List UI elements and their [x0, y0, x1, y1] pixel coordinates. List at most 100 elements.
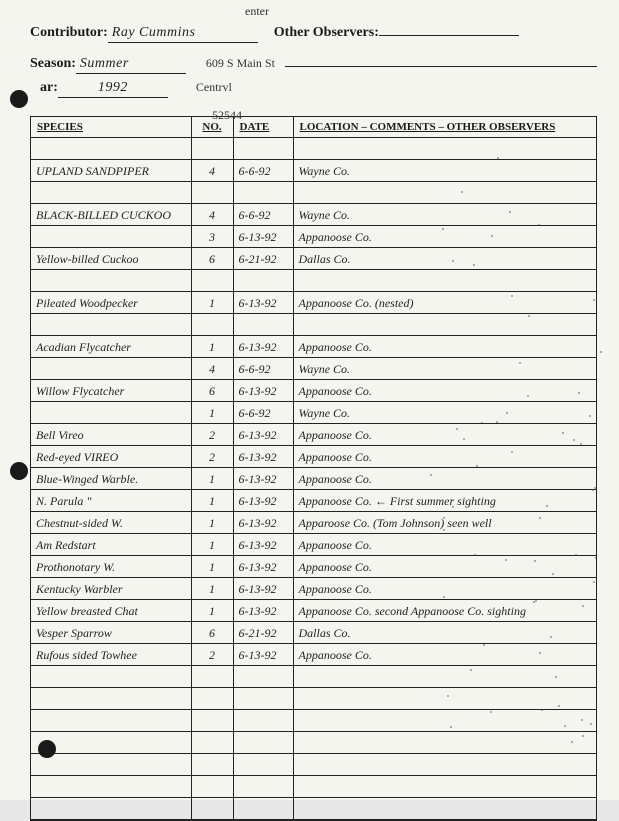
season-label: Season:: [30, 56, 76, 72]
cell-species: BLACK-BILLED CUCKOO: [31, 204, 191, 226]
cell-species: [31, 358, 191, 380]
th-location: LOCATION – COMMENTS – OTHER OBSERVERS: [293, 117, 596, 138]
table-row: Am Redstart16-13-92Appanoose Co.: [31, 534, 596, 556]
cell-date: 6-13-92: [233, 578, 293, 600]
cell-species: Yellow breasted Chat: [31, 600, 191, 622]
table-row: [31, 666, 596, 688]
cell-no: 6: [191, 248, 233, 270]
cell-no: 6: [191, 380, 233, 402]
cell-species: Prothonotary W.: [31, 556, 191, 578]
cell-loc: Dallas Co.: [293, 248, 596, 270]
table-header-row: SPECIES NO. DATE LOCATION – COMMENTS – O…: [31, 117, 596, 138]
cell-loc: [293, 666, 596, 688]
cell-loc: Wayne Co.: [293, 402, 596, 424]
noise-speckle: [600, 351, 602, 353]
table-row: [31, 314, 596, 336]
cell-no: 1: [191, 600, 233, 622]
cell-loc: Appanoose Co.: [293, 380, 596, 402]
cell-no: [191, 754, 233, 776]
cell-date: 6-13-92: [233, 512, 293, 534]
cell-no: 4: [191, 358, 233, 380]
cell-no: [191, 710, 233, 732]
cell-date: [233, 798, 293, 820]
other-observers-value: [379, 18, 519, 36]
annot-addr: 609 S Main St: [206, 56, 275, 71]
table-row: 16-6-92Wayne Co.: [31, 402, 596, 424]
cell-date: [233, 776, 293, 798]
punch-hole: [10, 462, 28, 480]
cell-species: Blue-Winged Warble.: [31, 468, 191, 490]
header-row-season: Season: Summer 609 S Main St: [30, 49, 597, 74]
cell-species: [31, 754, 191, 776]
cell-date: 6-21-92: [233, 248, 293, 270]
cell-no: [191, 138, 233, 160]
year-label: ar:: [40, 80, 58, 96]
cell-date: 6-13-92: [233, 336, 293, 358]
table-row: Chestnut-sided W.16-13-92Apparoose Co. (…: [31, 512, 596, 534]
table-row: [31, 710, 596, 732]
cell-no: 6: [191, 622, 233, 644]
cell-date: 6-13-92: [233, 380, 293, 402]
cell-loc: Appanoose Co.: [293, 534, 596, 556]
cell-date: [233, 270, 293, 292]
cell-no: [191, 798, 233, 820]
cell-loc: [293, 754, 596, 776]
table-row: [31, 270, 596, 292]
table-row: Yellow-billed Cuckoo66-21-92Dallas Co.: [31, 248, 596, 270]
cell-loc: Appanoose Co.: [293, 226, 596, 248]
cell-species: [31, 138, 191, 160]
cell-species: Chestnut-sided W.: [31, 512, 191, 534]
cell-loc: Appanoose Co.: [293, 336, 596, 358]
cell-date: 6-13-92: [233, 424, 293, 446]
cell-loc: [293, 732, 596, 754]
table-row: 36-13-92Appanoose Co.: [31, 226, 596, 248]
cell-species: Kentucky Warbler: [31, 578, 191, 600]
header-row-contributor: Contributor: Ray Cummins Other Observers…: [30, 18, 597, 43]
cell-no: [191, 688, 233, 710]
noise-speckle: [571, 741, 573, 743]
table-row: Rufous sided Towhee26-13-92Appanoose Co.: [31, 644, 596, 666]
cell-species: [31, 798, 191, 820]
cell-no: 1: [191, 556, 233, 578]
cell-no: [191, 182, 233, 204]
noise-speckle: [443, 529, 445, 531]
cell-no: [191, 314, 233, 336]
th-date: DATE: [233, 117, 293, 138]
cell-date: [233, 666, 293, 688]
noise-speckle: [555, 676, 557, 678]
noise-speckle: [447, 695, 449, 697]
table-row: [31, 776, 596, 798]
cell-no: 4: [191, 204, 233, 226]
table-row: BLACK-BILLED CUCKOO46-6-92Wayne Co.: [31, 204, 596, 226]
cell-loc: Appanoose Co.: [293, 556, 596, 578]
cell-species: Rufous sided Towhee: [31, 644, 191, 666]
cell-date: [233, 710, 293, 732]
noise-speckle: [506, 412, 508, 414]
th-species: SPECIES: [31, 117, 191, 138]
cell-no: 1: [191, 336, 233, 358]
cell-species: Bell Vireo: [31, 424, 191, 446]
noise-speckle: [582, 605, 584, 607]
cell-no: 2: [191, 424, 233, 446]
table-row: Bell Vireo26-13-92Appanoose Co.: [31, 424, 596, 446]
cell-date: 6-6-92: [233, 358, 293, 380]
table-row: UPLAND SANDPIPER46-6-92Wayne Co.: [31, 160, 596, 182]
table-row: [31, 732, 596, 754]
cell-species: [31, 402, 191, 424]
noise-speckle: [490, 711, 492, 713]
cell-date: 6-13-92: [233, 534, 293, 556]
cell-date: 6-13-92: [233, 468, 293, 490]
cell-date: [233, 688, 293, 710]
cell-loc: Appanoose Co. ← First summer sighting: [293, 490, 596, 512]
cell-species: Pileated Woodpecker: [31, 292, 191, 314]
cell-loc: [293, 688, 596, 710]
noise-speckle: [590, 723, 592, 725]
cell-no: 1: [191, 490, 233, 512]
cell-date: [233, 138, 293, 160]
table-row: [31, 138, 596, 160]
noise-speckle: [483, 644, 485, 646]
table-row: Prothonotary W.16-13-92Appanoose Co.: [31, 556, 596, 578]
observation-table-wrap: SPECIES NO. DATE LOCATION – COMMENTS – O…: [30, 116, 597, 821]
observation-table: SPECIES NO. DATE LOCATION – COMMENTS – O…: [31, 117, 596, 820]
cell-no: 1: [191, 534, 233, 556]
